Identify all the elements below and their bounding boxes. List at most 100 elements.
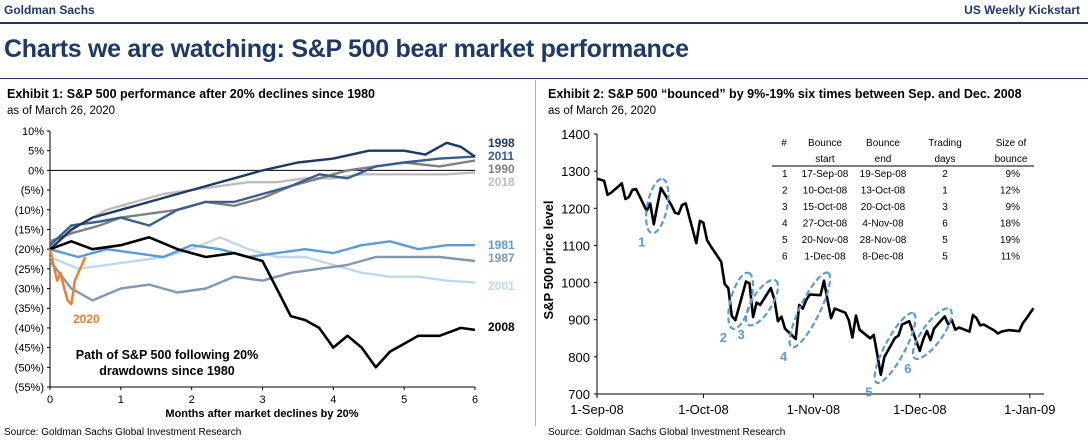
table-cell: 9% (1006, 202, 1021, 213)
series-label-1987: 1987 (488, 251, 515, 265)
y-tick-label: (15%) (15, 224, 44, 236)
bounce-label-4: 4 (780, 349, 788, 364)
table-cell: 9% (1006, 169, 1021, 180)
y-tick-label: 0% (28, 165, 44, 177)
y-tick-label: (55%) (15, 382, 44, 394)
bounce-label-6: 6 (904, 361, 911, 376)
exhibit1-title: Exhibit 1: S&P 500 performance after 20%… (7, 87, 375, 101)
y-tick-label: 900 (568, 313, 590, 328)
sp500-price-line (596, 177, 1035, 376)
x-tick-label: 0 (47, 394, 53, 406)
y-tick-label: (50%) (15, 362, 44, 374)
y-tick-label: (40%) (15, 323, 44, 335)
y-tick-label: 1300 (561, 164, 590, 179)
y-tick-label: (5%) (21, 185, 44, 197)
table-cell: 28-Nov-08 (860, 235, 907, 246)
x-tick-label: 1-Jan-09 (1004, 402, 1055, 417)
series-label-2020: 2020 (73, 312, 100, 326)
y-tick-label: 1000 (561, 276, 590, 291)
table-cell: 11% (1001, 252, 1020, 263)
table-cell: 12% (1000, 186, 1020, 197)
series-label-1981: 1981 (488, 238, 515, 252)
y-tick-label: 1100 (562, 238, 590, 253)
series-label-2008: 2008 (488, 320, 515, 334)
series-line-1981 (49, 240, 475, 259)
table-cell: 3 (782, 202, 788, 213)
y-tick-label: 1200 (561, 201, 590, 216)
table-cell: 2 (942, 169, 948, 180)
x-tick-label: 3 (259, 394, 265, 406)
table-cell: 6 (782, 252, 788, 263)
exhibit2-subtitle: as of March 26, 2020 (548, 105, 657, 117)
table-cell: 5 (942, 235, 948, 246)
table-header: start (815, 154, 835, 165)
bounce-ellipse-6 (911, 307, 953, 361)
series-line-2011 (49, 155, 476, 247)
table-cell: 19% (1000, 235, 1020, 246)
table-cell: 1 (942, 186, 948, 197)
series-line-2018 (49, 171, 476, 251)
y-tick-label: 10% (22, 126, 44, 138)
y-tick-label: (30%) (15, 284, 44, 296)
bounce-label-1: 1 (638, 234, 645, 249)
y-tick-label: 700 (568, 387, 590, 402)
series-line-2001 (49, 236, 476, 284)
table-cell: 1-Dec-08 (804, 252, 846, 263)
x-tick-label: 1-Sep-08 (570, 402, 623, 417)
exhibit1-chart: 10% 5% 0% (5%) (10%) (15%) (20%) (25%) (30%) (35%… (15, 126, 515, 406)
bounce-label-2: 2 (720, 330, 727, 345)
table-cell: 6 (942, 219, 948, 230)
x-tick-label: 4 (330, 394, 336, 406)
bounce-label-3: 3 (737, 327, 744, 342)
x-tick-label: 5 (401, 394, 407, 406)
x-tick-label: 1-Dec-08 (893, 402, 946, 417)
exhibit1-x-axis-label: Months after market declines by 20% (165, 408, 358, 420)
bounce-label-5: 5 (865, 385, 872, 400)
series-line-2008 (49, 236, 476, 369)
series-label-2001: 2001 (488, 279, 515, 293)
y-tick-label: (25%) (15, 264, 44, 276)
brand-logo: Goldman Sachs (4, 3, 95, 17)
table-header: days (934, 154, 955, 165)
bounce-table: # Bounce start Bounce end Trading days Size of b… (772, 138, 1034, 263)
series-label-2018: 2018 (488, 175, 515, 189)
bounce-ellipse-3 (744, 278, 780, 327)
table-header: Size of (996, 138, 1027, 149)
table-cell: 5 (782, 235, 788, 246)
series-label-1998: 1998 (488, 136, 515, 150)
table-header: # (781, 138, 787, 149)
series-label-2011: 2011 (488, 149, 514, 163)
page-title: Charts we are watching: S&P 500 bear mar… (4, 35, 689, 63)
series-label-1990: 1990 (488, 162, 515, 176)
exhibit1-subtitle: as of March 26, 2020 (7, 105, 116, 117)
bounce-ellipse-5 (873, 311, 917, 385)
exhibit2-title: Exhibit 2: S&P 500 “bounced” by 9%-19% s… (548, 87, 1022, 101)
exhibit2-y-axis-label: S&P 500 price level (541, 200, 556, 319)
x-tick-label: 6 (472, 394, 478, 406)
y-tick-label: 5% (28, 146, 44, 158)
panel-separator (535, 80, 536, 426)
table-cell: 1 (782, 169, 788, 180)
y-tick-label: (10%) (15, 205, 44, 217)
series-line-1990 (49, 159, 476, 243)
table-header: Bounce (866, 138, 900, 149)
x-tick-label: 2 (189, 394, 195, 406)
table-cell: 10-Oct-08 (803, 186, 848, 197)
exhibit1-annotation-line1: Path of S&P 500 following 20% (76, 348, 258, 362)
exhibit1-annotation-line2: drawdowns since 1980 (99, 364, 235, 378)
series-line-1987 (49, 255, 476, 302)
exhibit1-source: Source: Goldman Sachs Global Investment … (4, 427, 242, 438)
y-tick-label: 1400 (561, 127, 590, 142)
table-cell: 17-Sep-08 (802, 169, 849, 180)
table-cell: 27-Oct-08 (803, 219, 848, 230)
header-rule (0, 22, 1088, 24)
x-tick-label: 1-Nov-08 (787, 402, 840, 417)
bounce-ellipse-4 (788, 271, 832, 349)
table-cell: 19-Sep-08 (860, 169, 907, 180)
y-tick-label: 800 (568, 350, 590, 365)
table-cell: 20-Nov-08 (802, 235, 849, 246)
table-cell: 4-Nov-08 (862, 219, 904, 230)
table-cell: 18% (1000, 219, 1020, 230)
y-tick-label: (20%) (15, 244, 44, 256)
table-cell: 5 (942, 252, 948, 263)
